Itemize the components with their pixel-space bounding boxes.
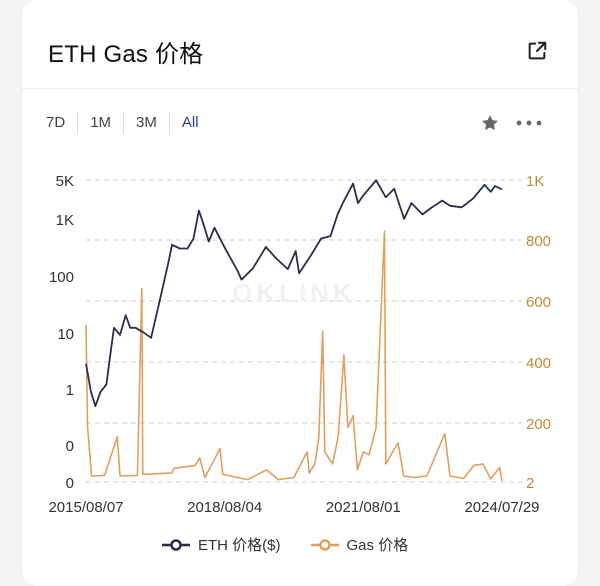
range-selector: 7D 1M 3M All [46, 112, 211, 134]
y-right-tick-label: 2 [526, 475, 534, 492]
range-1m[interactable]: 1M [77, 112, 123, 134]
range-3m[interactable]: 3M [123, 112, 169, 134]
legend-eth-label: ETH 价格($) [198, 537, 281, 554]
y-left-tick-label: 100 [49, 269, 74, 286]
page-title: ETH Gas 价格 [48, 41, 204, 68]
y-right-tick-label: 1K [526, 173, 544, 190]
range-all[interactable]: All [168, 112, 211, 134]
y-left-tick-label: 10 [57, 326, 74, 343]
y-right-tick-label: 800 [526, 233, 551, 250]
legend-item-eth[interactable]: ETH 价格($) [162, 534, 281, 555]
y-left-tick-label: 5K [56, 173, 74, 190]
legend-gas-marker [310, 538, 339, 551]
y-left-tick-label: 0 [66, 475, 74, 492]
legend-item-gas[interactable]: Gas 价格 [310, 534, 409, 555]
range-7d[interactable]: 7D [46, 114, 66, 131]
header-divider [22, 88, 578, 89]
x-tick-label: 2021/08/01 [326, 499, 401, 516]
legend-gas-label: Gas 价格 [346, 537, 409, 554]
x-tick-label: 2015/08/07 [48, 499, 123, 516]
series-gas-line [85, 230, 503, 481]
x-tick-label: 2024/07/29 [464, 499, 539, 516]
y-right-tick-label: 400 [526, 355, 551, 372]
eth-gas-chart: OKLINK5K1K100101001K80060040020022015/08… [48, 173, 551, 516]
y-right-tick-label: 600 [526, 294, 551, 311]
external-link-icon[interactable] [526, 40, 548, 62]
x-tick-label: 2018/08/04 [187, 499, 262, 516]
chart-card: ETH Gas 价格 7D 1M 3M All OKLINK 5K 1K 100 10 1… [22, 0, 578, 586]
legend-eth-marker [162, 538, 190, 551]
y-left-tick-label: 0 [66, 438, 74, 455]
watermark: OKLINK [232, 278, 356, 308]
more-icon[interactable] [516, 118, 542, 128]
star-icon[interactable] [480, 113, 500, 133]
series-eth-line [85, 179, 503, 407]
chart-legend: ETH 价格($) Gas 价格 [162, 534, 438, 555]
y-left-tick-label: 1 [66, 382, 74, 399]
y-left-tick-label: 1K [56, 212, 74, 229]
y-right-tick-label: 200 [526, 416, 551, 433]
